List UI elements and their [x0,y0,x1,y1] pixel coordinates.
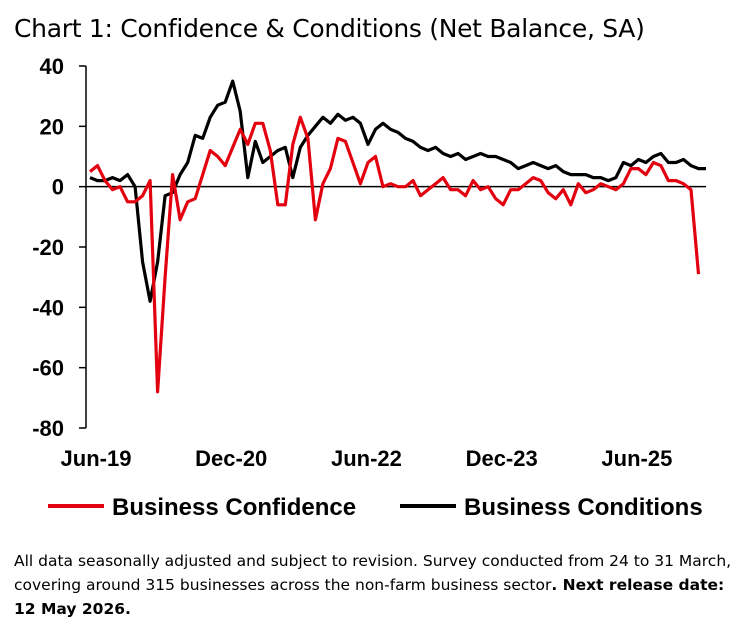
chart-title: Chart 1: Confidence & Conditions (Net Ba… [14,14,645,43]
y-tick-label: -40 [32,295,64,320]
x-tick-label: Jun-25 [601,446,672,471]
x-tick-label: Jun-22 [331,446,402,471]
legend-label: Business Confidence [112,494,356,521]
footnote: All data seasonally adjusted and subject… [14,549,740,621]
footnote-release-date: . Next release date: 12 May 2026. [14,576,725,618]
y-tick-label: -80 [32,416,64,441]
y-tick-label: -60 [32,356,64,381]
y-tick-label: 0 [52,175,64,200]
line-chart: 40 20 0 -20 -40 -60 -80 Jun-19 Dec-20 Jun-22 Dec-… [32,54,706,521]
chart-axes [85,66,706,428]
series-line-business-conditions [89,79,706,303]
series-lines [89,79,706,394]
x-axis-ticks: Jun-19 Dec-20 Jun-22 Dec-23 Jun-25 [61,446,673,471]
chart-legend: Business Confidence Business Conditions [48,494,703,521]
x-tick-label: Dec-20 [195,446,267,471]
footnote-text: All data seasonally adjusted and subject… [14,552,732,594]
series-line-business-confidence [89,115,701,394]
x-tick-label: Dec-23 [466,446,538,471]
y-tick-label: 20 [40,114,64,139]
legend-label: Business Conditions [464,494,703,521]
y-tick-label: 40 [40,54,64,79]
y-axis-ticks: 40 20 0 -20 -40 -60 -80 [32,54,86,441]
x-tick-label: Jun-19 [61,446,132,471]
y-tick-label: -20 [32,235,64,260]
